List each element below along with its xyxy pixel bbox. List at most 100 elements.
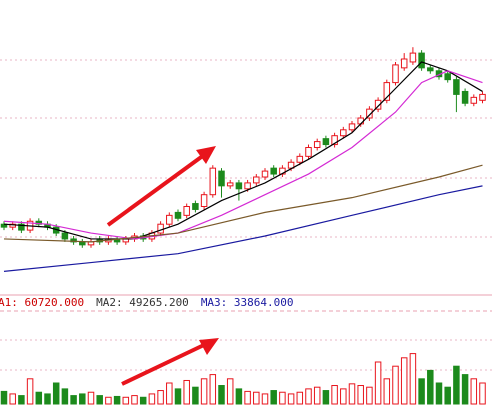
- legend-label: MA3: 33864.000: [201, 296, 294, 309]
- volume-bar: [400, 357, 408, 405]
- candle-body: [374, 99, 382, 110]
- candle-body: [470, 96, 478, 104]
- candle-body: [79, 241, 86, 246]
- volume-bar: [470, 378, 478, 405]
- arrows: [106, 146, 219, 386]
- candle-body: [270, 167, 277, 175]
- volume-bar: [200, 378, 208, 405]
- moving-average-line: [3, 70, 483, 240]
- candle-body: [340, 129, 347, 137]
- volume-bar: [235, 388, 243, 405]
- volume-bar: [418, 378, 425, 405]
- volume-bar: [383, 378, 391, 405]
- arrow-head: [199, 338, 219, 355]
- candle-body: [183, 206, 190, 216]
- volume-bar: [9, 393, 16, 405]
- volume-bar: [96, 395, 103, 405]
- volume-bar: [444, 386, 451, 405]
- candle-body: [409, 52, 417, 63]
- candle-body: [418, 52, 425, 69]
- volume-bar: [105, 396, 112, 405]
- candle-body: [157, 223, 164, 234]
- volume-bar: [374, 361, 382, 405]
- volume-bar: [79, 393, 86, 405]
- volume-bar: [453, 365, 460, 405]
- volume-bar: [279, 391, 286, 405]
- candle-body: [305, 147, 312, 157]
- volume-bar: [18, 395, 25, 405]
- candle-body: [331, 135, 338, 146]
- volume-bar: [305, 388, 312, 405]
- volume-bar: [122, 396, 130, 405]
- candle-body: [427, 67, 434, 72]
- moving-average-line: [3, 61, 483, 240]
- candle-body: [235, 182, 243, 190]
- legend-label: A1: 60720.000: [0, 296, 84, 309]
- candle-body: [383, 82, 391, 101]
- volume-bar: [313, 386, 321, 405]
- candle-body: [174, 211, 182, 219]
- volume-bar: [183, 379, 190, 405]
- arrow: [121, 342, 207, 386]
- volume-bar: [261, 393, 269, 405]
- candle-body: [200, 194, 208, 207]
- candle-body: [244, 182, 251, 190]
- volume-bar: [253, 391, 260, 405]
- volume-bar: [113, 395, 121, 405]
- candle-body: [226, 182, 234, 187]
- volume-bar: [226, 378, 234, 405]
- volume-bar: [157, 390, 164, 405]
- volume-bar: [348, 383, 356, 405]
- plot: [0, 47, 486, 405]
- candle-body: [61, 232, 69, 240]
- candle-body: [209, 167, 217, 196]
- volume-bar: [340, 388, 347, 405]
- arrow-head: [196, 146, 216, 164]
- volume-bar: [139, 396, 147, 405]
- candle-body: [453, 79, 460, 95]
- candle-body: [322, 138, 330, 146]
- volume-bar: [435, 382, 443, 405]
- volume-bar: [52, 382, 60, 405]
- candle-body: [166, 214, 173, 225]
- volume-bar: [409, 353, 417, 405]
- moving-average-line: [3, 164, 483, 243]
- volume-bar: [392, 365, 399, 405]
- candle-body: [18, 223, 25, 231]
- volume-bar: [270, 390, 277, 405]
- volume-bar: [296, 391, 304, 405]
- candle-body: [296, 155, 304, 163]
- volume-bar: [131, 395, 138, 405]
- volume-bar: [322, 390, 330, 405]
- volume-bar: [461, 374, 469, 405]
- candle-body: [218, 170, 225, 187]
- legend: A1: 60720.000 MA2: 49265.200 MA3: 33864.00…: [0, 296, 294, 309]
- volume-bar: [0, 390, 8, 405]
- volume-bar: [479, 382, 486, 405]
- candle-body: [348, 123, 356, 131]
- volume-bar: [148, 393, 156, 405]
- candle-body: [444, 73, 451, 81]
- volume-bar: [174, 388, 182, 405]
- volume-bar: [357, 385, 364, 405]
- candle-body: [192, 203, 199, 210]
- volume-bar: [427, 369, 434, 405]
- arrow: [106, 153, 206, 227]
- volume-bar: [218, 385, 225, 405]
- candle-body: [392, 64, 399, 84]
- candle-body: [400, 58, 408, 69]
- volume-bar: [331, 385, 338, 405]
- volume-bar: [61, 388, 69, 405]
- volume-bar: [70, 395, 77, 405]
- volume-bar: [244, 390, 251, 405]
- moving-average-line: [3, 185, 483, 272]
- volume-bar: [166, 382, 173, 405]
- volume-bar: [87, 391, 95, 405]
- candle-body: [479, 93, 486, 101]
- candle-body: [261, 170, 269, 178]
- volume-bar: [366, 386, 373, 405]
- volume-bar: [209, 374, 217, 405]
- volume-bar: [26, 378, 34, 405]
